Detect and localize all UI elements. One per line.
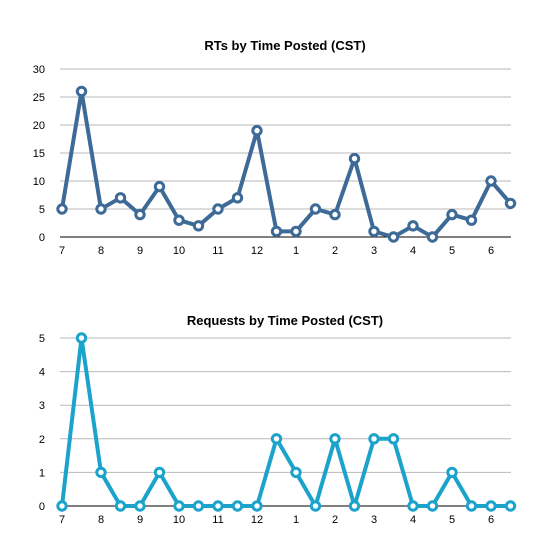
rts-x-tick-label: 10 — [173, 245, 185, 257]
requests-chart: Requests by Time Posted (CST) 0 1 2 3 4 5 7 8 9 10… — [0, 280, 548, 559]
rts-data-point — [309, 203, 322, 215]
rts-data-point — [56, 203, 68, 215]
rts-y-tick-label: 10 — [33, 176, 45, 188]
requests-data-point — [153, 466, 166, 479]
requests-series-line — [60, 336, 513, 508]
rts-x-tick-label: 8 — [98, 245, 104, 257]
requests-y-tick-label: 2 — [39, 434, 45, 446]
requests-x-tick-label: 4 — [410, 514, 416, 526]
rts-y-tick-label: 0 — [39, 232, 45, 244]
rts-y-tick-label: 25 — [33, 92, 45, 104]
requests-data-point — [192, 500, 205, 512]
rts-x-tick-label: 4 — [410, 245, 416, 257]
rts-y-tick-label: 30 — [33, 64, 45, 76]
rts-x-tick-label: 6 — [488, 245, 494, 257]
rts-data-point — [173, 214, 185, 226]
rts-data-point — [134, 208, 146, 221]
requests-data-point — [75, 332, 88, 344]
rts-x-tick-label: 1 — [293, 245, 299, 257]
rts-data-point — [485, 175, 497, 187]
rts-y-tick-label: 15 — [33, 148, 45, 160]
requests-data-point — [134, 500, 146, 512]
requests-x-tick-label: 1 — [293, 514, 299, 526]
rts-data-point — [192, 220, 205, 232]
rts-data-point — [270, 225, 283, 238]
rts-data-point — [251, 124, 263, 137]
requests-x-tick-label: 12 — [251, 514, 263, 526]
requests-data-point — [465, 500, 478, 512]
requests-data-point — [368, 433, 380, 445]
rts-series-line — [60, 89, 513, 239]
rts-data-point — [426, 231, 439, 243]
requests-data-point — [485, 500, 497, 512]
requests-data-point — [446, 466, 458, 479]
requests-data-point — [504, 500, 517, 512]
requests-data-point — [95, 466, 107, 479]
rts-x-tick-label: 5 — [449, 245, 455, 257]
rts-data-point — [75, 85, 88, 98]
requests-data-point — [231, 500, 244, 512]
rts-data-point — [446, 208, 458, 221]
rts-x-tick-label: 12 — [251, 245, 263, 257]
rts-x-tick-label: 3 — [371, 245, 377, 257]
rts-x-tick-label: 2 — [332, 245, 338, 257]
requests-data-point — [407, 500, 419, 512]
requests-data-point — [56, 500, 68, 512]
rts-data-point — [231, 192, 244, 204]
requests-x-tick-label: 7 — [59, 514, 65, 526]
requests-data-point — [348, 500, 361, 512]
rts-data-point — [153, 180, 166, 193]
rts-data-point — [407, 220, 419, 232]
requests-x-tick-label: 9 — [137, 514, 143, 526]
requests-data-point — [251, 500, 263, 512]
requests-data-point — [329, 433, 341, 445]
rts-chart: RTs by Time Posted (CST) 0 5 10 15 20 25 30 7 8 9 1… — [33, 38, 517, 257]
requests-chart-title: Requests by Time Posted (CST) — [187, 313, 383, 328]
rts-data-point — [348, 152, 361, 165]
rts-data-point — [368, 225, 380, 238]
requests-data-point — [173, 500, 185, 512]
requests-x-tick-label: 5 — [449, 514, 455, 526]
rts-data-point — [114, 192, 127, 204]
requests-y-tick-label: 1 — [39, 467, 45, 479]
rts-y-tick-label: 20 — [33, 120, 45, 132]
rts-x-tick-label: 11 — [212, 245, 223, 257]
requests-x-tick-label: 6 — [488, 514, 494, 526]
requests-data-point — [426, 500, 439, 512]
requests-y-tick-label: 0 — [39, 501, 45, 513]
requests-data-point — [309, 500, 322, 512]
rts-data-point — [504, 197, 517, 210]
requests-x-tick-label: 11 — [212, 514, 223, 526]
requests-data-point — [387, 433, 400, 445]
requests-y-tick-label: 4 — [39, 367, 45, 379]
rts-y-tick-label: 5 — [39, 204, 45, 216]
requests-x-tick-label: 2 — [332, 514, 338, 526]
requests-data-point — [290, 466, 302, 479]
rts-data-point — [212, 203, 224, 215]
rts-x-tick-label: 7 — [59, 245, 65, 257]
requests-y-tick-label: 3 — [39, 400, 45, 412]
requests-x-tick-label: 10 — [173, 514, 185, 526]
requests-data-point — [212, 500, 224, 512]
rts-chart-title: RTs by Time Posted (CST) — [204, 38, 365, 53]
rts-data-point — [290, 225, 302, 238]
rts-data-point — [465, 214, 478, 226]
requests-data-point — [270, 433, 283, 445]
rts-data-point — [95, 203, 107, 215]
rts-x-tick-label: 9 — [137, 245, 143, 257]
requests-data-point — [114, 500, 127, 512]
rts-data-point — [387, 231, 400, 243]
requests-x-tick-label: 8 — [98, 514, 104, 526]
requests-x-tick-label: 3 — [371, 514, 377, 526]
requests-y-tick-label: 5 — [39, 333, 45, 345]
rts-data-point — [329, 208, 341, 221]
